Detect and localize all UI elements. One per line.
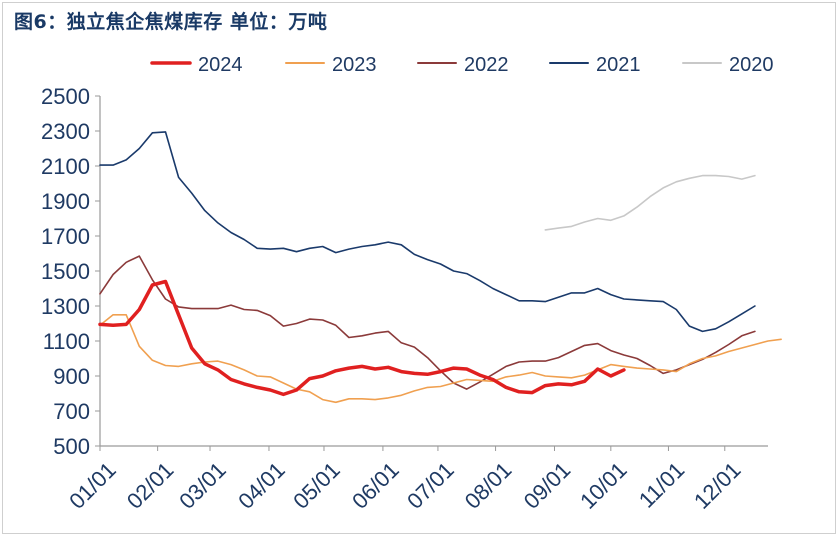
x-tick-label: 12/01	[689, 457, 746, 514]
x-tick-label: 09/01	[519, 457, 576, 514]
x-tick-label: 02/01	[122, 457, 179, 514]
x-tick-label: 01/01	[64, 457, 121, 514]
series-line-2023	[99, 314, 782, 404]
y-tick-label: 900	[53, 364, 90, 389]
series-line-2021	[99, 131, 756, 333]
series-line-2022	[99, 255, 756, 390]
y-tick-label: 1500	[41, 259, 90, 284]
x-tick-label: 06/01	[347, 457, 404, 514]
y-tick-label: 1100	[43, 329, 90, 354]
series-line-2020	[544, 174, 756, 231]
y-tick-label: 2300	[41, 119, 90, 144]
x-tick-label: 05/01	[288, 457, 345, 514]
y-tick-label: 1900	[41, 189, 90, 214]
x-tick-label: 08/01	[460, 457, 517, 514]
legend-label-2022: 2022	[464, 54, 509, 76]
legend-label-2020: 2020	[729, 54, 774, 76]
x-tick-label: 03/01	[174, 457, 231, 514]
x-tick-label: 07/01	[402, 457, 459, 514]
series-line-2024	[98, 279, 626, 397]
y-tick-label: 2500	[41, 84, 90, 109]
x-tick-label: 04/01	[233, 457, 290, 514]
legend-label-2023: 2023	[332, 54, 377, 76]
legend-label-2021: 2021	[596, 54, 641, 76]
x-tick-label: 10/01	[575, 457, 632, 514]
y-tick-label: 500	[53, 434, 90, 459]
legend-label-2024: 2024	[198, 54, 243, 76]
y-tick-label: 700	[53, 399, 90, 424]
y-tick-label: 1300	[41, 294, 90, 319]
y-tick-label: 2100	[41, 154, 90, 179]
y-tick-label: 1700	[41, 224, 90, 249]
chart-title: 图6：独立焦企焦煤库存 单位：万吨	[14, 11, 328, 33]
x-tick-label: 11/01	[634, 457, 689, 512]
